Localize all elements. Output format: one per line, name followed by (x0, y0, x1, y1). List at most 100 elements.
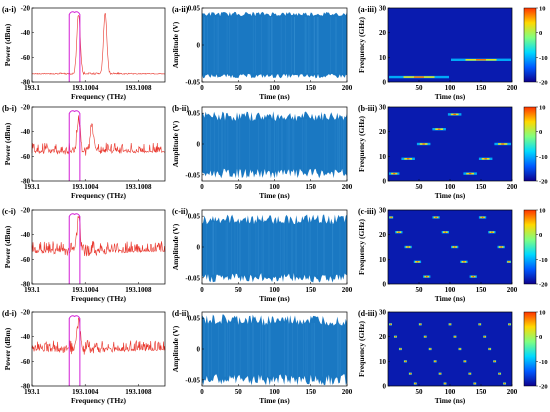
colorbar-tick-label: -10 (539, 359, 548, 366)
x-tick-label: 193.1008 (125, 84, 152, 92)
y-tick-label: -0.05 (185, 376, 200, 384)
x-tick-label: 50 (235, 286, 243, 294)
y-tick-label: -80 (21, 383, 31, 391)
colorbar-tick-label: 10 (539, 208, 546, 215)
heatmap-segment-peak (419, 323, 421, 325)
y-tick-label: 0 (383, 178, 387, 186)
x-tick-label: 200 (507, 84, 518, 92)
filter-passband (68, 11, 81, 82)
y-axis-label: Frequency (GHz) (357, 17, 366, 73)
x-tick-label: 150 (476, 183, 487, 191)
x-tick-label: 0 (200, 388, 204, 396)
heatmap-segment-peak (426, 276, 428, 278)
heatmap-segment-peak (395, 336, 396, 338)
x-axis-label: Time (ns) (259, 396, 290, 405)
x-tick-label: 50 (235, 84, 243, 92)
x-tick-label: 150 (306, 84, 317, 92)
x-axis-label: Time (ns) (259, 92, 290, 101)
heatmap-segment-peak (472, 276, 474, 278)
y-tick-label: 30 (379, 207, 387, 215)
x-tick-label: 193.1008 (125, 388, 152, 396)
x-tick-label: 100 (445, 183, 456, 191)
x-tick-label: 0 (200, 84, 204, 92)
x-tick-label: 50 (416, 388, 424, 396)
heatmap-segment-peak (479, 323, 481, 325)
panel-d-i: (d-i) 193.1 193.1004 193.1008 -80 -60 -40 -20 Fr… (2, 309, 166, 405)
panel-label: (d-ii) (172, 309, 189, 318)
panel-label: (a-i) (2, 5, 17, 14)
y-tick-label: -0.05 (185, 79, 200, 87)
colorbar (523, 209, 537, 285)
x-axis-label: Time (ns) (259, 294, 290, 303)
x-tick-label: 150 (476, 84, 487, 92)
x-tick-label: 0 (200, 183, 204, 191)
y-tick-label: -0.05 (185, 274, 200, 282)
heatmap-segment-peak (494, 360, 496, 362)
heatmap-segment-peak (500, 246, 502, 248)
heatmap-segment-peak (491, 231, 493, 233)
heatmap-segment-peak (481, 216, 484, 218)
y-tick-label: -60 (21, 358, 31, 366)
y-tick-label: 0 (383, 79, 387, 87)
heatmap-segment-peak (449, 323, 451, 325)
heatmap-segment-peak (444, 382, 446, 385)
x-tick-label: 0 (200, 286, 204, 294)
heatmap-segment-peak (407, 246, 409, 248)
panel-label: (a-ii) (172, 5, 189, 14)
colorbar-tick-label: -20 (539, 80, 548, 87)
y-tick-label: -80 (21, 178, 31, 186)
heatmap-segment-peak (414, 382, 416, 385)
filter-passband (68, 315, 81, 386)
colorbar-tick-label: -10 (539, 154, 548, 161)
x-tick-label: 200 (342, 388, 353, 396)
x-axis-label: Time (ns) (259, 191, 290, 200)
x-tick-label: 200 (507, 183, 518, 191)
x-tick-label: 150 (476, 388, 487, 396)
heatmap-segment-peak (489, 348, 491, 350)
x-tick-label: 50 (416, 286, 424, 294)
x-axis-label: Frequency (THz) (71, 396, 127, 405)
x-tick-label: 193.1008 (125, 183, 152, 191)
heatmap-segment-peak (422, 143, 425, 145)
heatmap-segment-peak (501, 143, 505, 145)
x-tick-label: 193.1 (24, 84, 40, 92)
heatmap-segment-peak (439, 373, 441, 375)
panel-label: (c-i) (2, 207, 16, 216)
heatmap-segment-peak (509, 323, 510, 325)
y-axis-label: Amplitude (V) (171, 21, 180, 68)
y-tick-label: 0 (383, 281, 387, 289)
y-axis-label: Frequency (GHz) (357, 321, 366, 377)
x-tick-label: 193.1004 (72, 84, 99, 92)
panel-label: (d-iii) (358, 309, 377, 318)
y-tick-label: 20 (379, 29, 387, 37)
panel-label: (b-iii) (358, 104, 377, 113)
heatmap-segment-peak (429, 348, 431, 350)
heatmap-segment-peak (499, 373, 500, 375)
y-tick-label: 0.05 (188, 5, 201, 13)
x-tick-label: 193.1 (24, 286, 40, 294)
y-tick-label: 10 (379, 54, 387, 62)
y-tick-label: -20 (21, 309, 31, 317)
y-axis-label: Power (dBm) (3, 23, 12, 66)
y-tick-label: -60 (21, 256, 31, 264)
y-axis-label: Power (dBm) (3, 122, 12, 165)
heatmap-segment-peak (469, 373, 471, 375)
y-tick-label: -80 (21, 79, 31, 87)
heatmap-background (388, 107, 512, 181)
heatmap-segment-peak (398, 231, 400, 233)
filter-passband (68, 213, 81, 284)
colorbar-tick-label: -20 (539, 384, 548, 391)
x-tick-label: 100 (269, 84, 280, 92)
colorbar-tick-label: -20 (539, 179, 548, 186)
colorbar-tick-label: 0 (539, 129, 542, 136)
heatmap-segment-peak (476, 59, 486, 61)
x-tick-label: 50 (416, 84, 424, 92)
panel-label: (b-i) (2, 104, 17, 113)
colorbar-tick-label: 0 (539, 232, 542, 239)
signal-envelope (202, 111, 347, 179)
y-tick-label: -80 (21, 281, 31, 289)
y-tick-label: 10 (379, 153, 387, 161)
x-axis-label: Time (ns) (435, 191, 466, 200)
